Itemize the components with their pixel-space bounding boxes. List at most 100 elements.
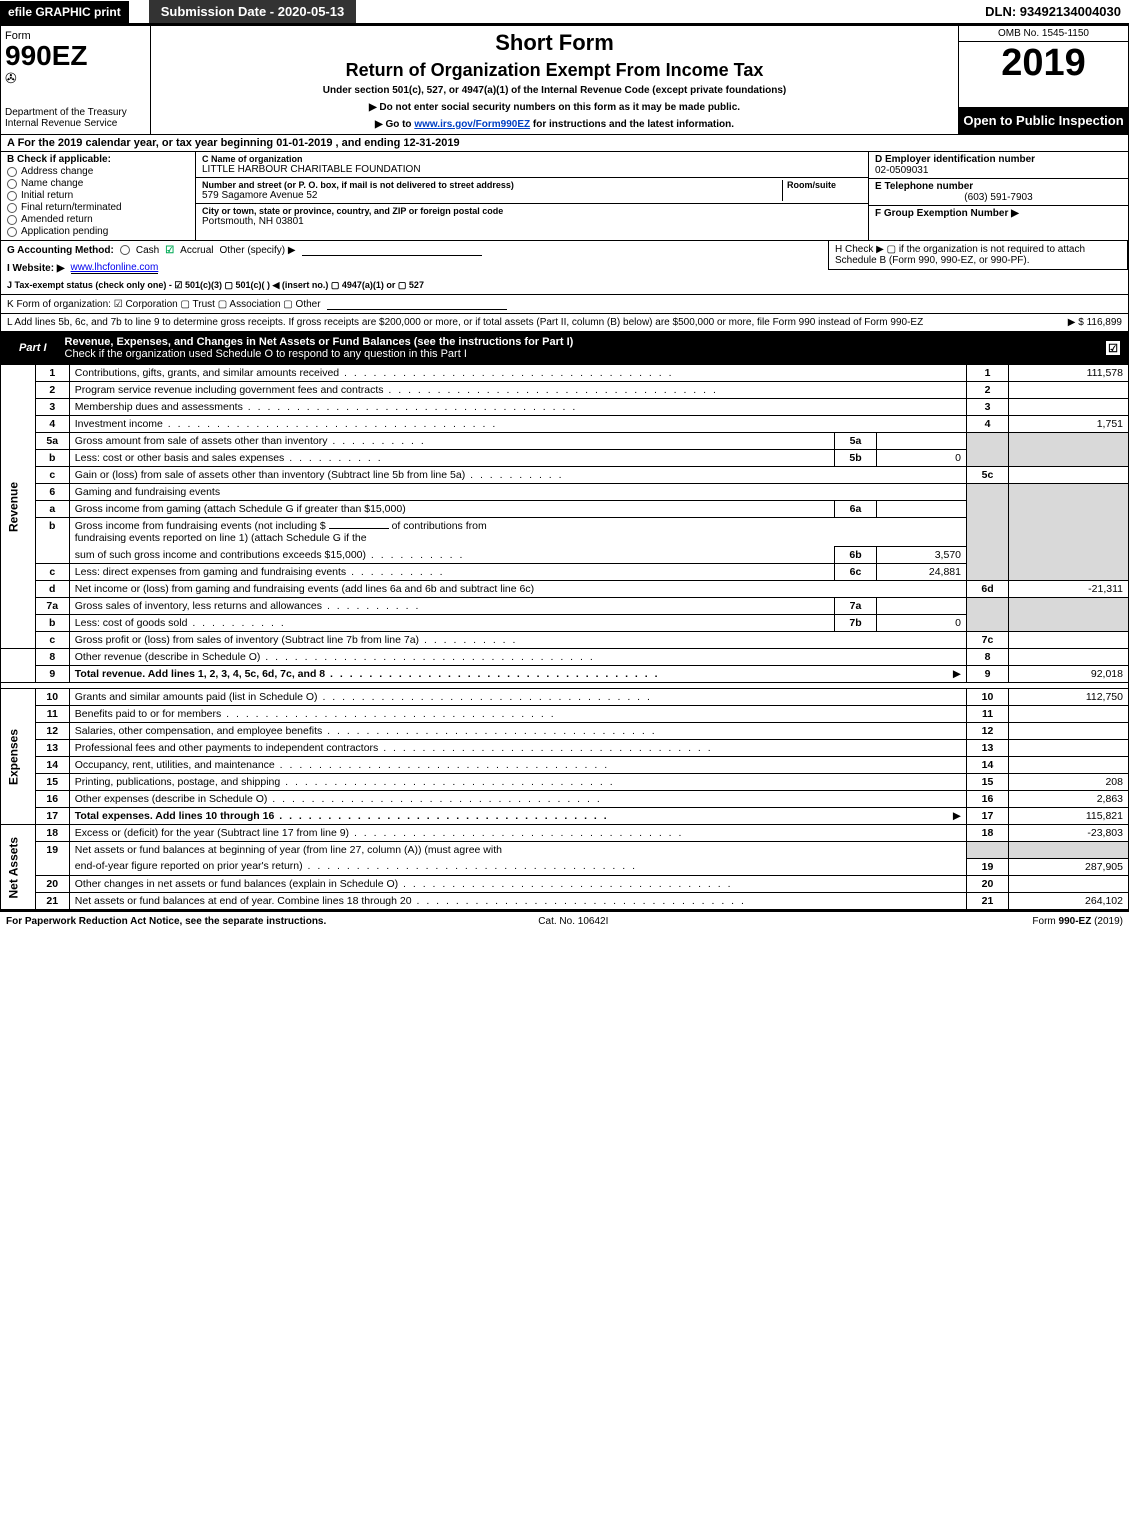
line-text: Net income or (loss) from gaming and fun… bbox=[69, 581, 966, 598]
expenses-side-label: Expenses bbox=[1, 689, 36, 825]
no-ssn-line: ▶ Do not enter social security numbers o… bbox=[159, 102, 950, 113]
line-text: Contributions, gifts, grants, and simila… bbox=[69, 365, 966, 382]
form-number: 990EZ bbox=[5, 42, 146, 70]
checkbox-icon[interactable] bbox=[7, 215, 17, 225]
b-app: Application pending bbox=[21, 226, 108, 237]
header-right: OMB No. 1545-1150 2019 Open to Public In… bbox=[958, 26, 1128, 134]
g-other-blank[interactable] bbox=[302, 244, 482, 256]
k-row: K Form of organization: ☑ Corporation ▢ … bbox=[0, 295, 1129, 314]
city: Portsmouth, NH 03801 bbox=[202, 216, 862, 227]
line-no: 4 bbox=[35, 416, 69, 433]
sub-ref: 7a bbox=[835, 598, 877, 615]
line-no: 5a bbox=[35, 433, 69, 450]
line-no: 8 bbox=[35, 649, 69, 666]
room-lbl: Room/suite bbox=[787, 180, 862, 190]
header-mid: Short Form Return of Organization Exempt… bbox=[151, 26, 958, 134]
line-text: Net assets or fund balances at end of ye… bbox=[69, 892, 966, 909]
line-no: b bbox=[35, 518, 69, 564]
l-text: L Add lines 5b, 6c, and 7b to line 9 to … bbox=[7, 317, 923, 328]
line-amount: 111,578 bbox=[1009, 365, 1129, 382]
checkbox-icon[interactable] bbox=[7, 167, 17, 177]
sub-amount bbox=[877, 501, 967, 518]
line-amount: 112,750 bbox=[1009, 689, 1129, 706]
part1-table: Revenue 1 Contributions, gifts, grants, … bbox=[0, 364, 1129, 910]
sub-amount: 3,570 bbox=[877, 547, 967, 564]
checkbox-icon[interactable] bbox=[7, 227, 17, 237]
line-text: Less: direct expenses from gaming and fu… bbox=[69, 564, 834, 581]
goto-pre: ▶ Go to bbox=[375, 119, 414, 130]
line-ref: 11 bbox=[967, 706, 1009, 723]
header-left: Form 990EZ ✇ Department of the Treasury … bbox=[1, 26, 151, 134]
line-ref: 18 bbox=[967, 825, 1009, 842]
line-text: sum of such gross income and contributio… bbox=[69, 547, 834, 564]
sub-amount: 24,881 bbox=[877, 564, 967, 581]
line-text: Benefits paid to or for members bbox=[69, 706, 966, 723]
b-init: Initial return bbox=[21, 190, 73, 201]
row-a: A For the 2019 calendar year, or tax yea… bbox=[0, 135, 1129, 152]
goto-post: for instructions and the latest informat… bbox=[530, 119, 734, 130]
efile-print-button[interactable]: efile GRAPHIC print bbox=[0, 1, 129, 23]
grey-cell bbox=[967, 598, 1009, 615]
part1-title: Revenue, Expenses, and Changes in Net As… bbox=[65, 336, 1106, 360]
short-form-title: Short Form bbox=[159, 30, 950, 56]
line-text: Gross income from fundraising events (no… bbox=[69, 518, 966, 547]
line-text: Gaming and fundraising events bbox=[69, 484, 966, 501]
part1-label: Part I bbox=[9, 340, 57, 356]
line-text: Net assets or fund balances at beginning… bbox=[69, 842, 966, 859]
grey-cell bbox=[967, 842, 1009, 859]
b-amend: Amended return bbox=[21, 214, 93, 225]
blank-amount[interactable] bbox=[329, 528, 389, 529]
col-b: B Check if applicable: Address change Na… bbox=[1, 152, 196, 240]
line-ref: 9 bbox=[967, 666, 1009, 683]
line-amount: 1,751 bbox=[1009, 416, 1129, 433]
l-amount: ▶ $ 116,899 bbox=[1068, 317, 1122, 328]
checkbox-icon[interactable] bbox=[120, 245, 130, 255]
col-c: C Name of organization LITTLE HARBOUR CH… bbox=[196, 152, 868, 240]
tax-year: 2019 bbox=[959, 42, 1128, 84]
line-amount: 115,821 bbox=[1009, 808, 1129, 825]
l-row: L Add lines 5b, 6c, and 7b to line 9 to … bbox=[0, 314, 1129, 332]
line-no: 11 bbox=[35, 706, 69, 723]
line-text: Gross sales of inventory, less returns a… bbox=[69, 598, 834, 615]
line-no: 15 bbox=[35, 774, 69, 791]
part1-header: Part I Revenue, Expenses, and Changes in… bbox=[0, 332, 1129, 364]
line-ref: 16 bbox=[967, 791, 1009, 808]
g-accrual: Accrual bbox=[180, 245, 213, 256]
netassets-side-label: Net Assets bbox=[1, 825, 36, 910]
d-lbl: D Employer identification number bbox=[875, 154, 1122, 165]
dept-treasury: Department of the Treasury bbox=[5, 107, 146, 118]
footer-right: Form 990-EZ (2019) bbox=[1032, 916, 1123, 927]
line-no: d bbox=[35, 581, 69, 598]
line-text: Less: cost or other basis and sales expe… bbox=[69, 450, 834, 467]
line-no: 2 bbox=[35, 382, 69, 399]
checkbox-icon[interactable] bbox=[7, 179, 17, 189]
sub-amount: 0 bbox=[877, 450, 967, 467]
part1-sub: Check if the organization used Schedule … bbox=[65, 348, 467, 360]
irs-line: Internal Revenue Service bbox=[5, 118, 146, 129]
line-amount: 287,905 bbox=[1009, 858, 1129, 875]
sub-ref: 5b bbox=[835, 450, 877, 467]
k-blank[interactable] bbox=[327, 298, 507, 310]
line-text: Printing, publications, postage, and shi… bbox=[69, 774, 966, 791]
line-no: 14 bbox=[35, 757, 69, 774]
line-amount: 92,018 bbox=[1009, 666, 1129, 683]
grey-cell bbox=[1009, 564, 1129, 581]
sub-ref: 6a bbox=[835, 501, 877, 518]
checkbox-icon[interactable] bbox=[7, 191, 17, 201]
part1-title-text: Revenue, Expenses, and Changes in Net As… bbox=[65, 336, 574, 348]
line-text: Membership dues and assessments bbox=[69, 399, 966, 416]
g-cash: Cash bbox=[136, 245, 159, 256]
line-amount bbox=[1009, 723, 1129, 740]
g-lbl: G Accounting Method: bbox=[7, 245, 114, 256]
sub-ref: 6c bbox=[835, 564, 877, 581]
website-link[interactable]: www.lhcfonline.com bbox=[71, 262, 159, 274]
line-no: 18 bbox=[35, 825, 69, 842]
grey-cell bbox=[967, 518, 1009, 547]
grey-cell bbox=[1009, 615, 1129, 632]
checkbox-icon[interactable] bbox=[7, 203, 17, 213]
sub-ref: 5a bbox=[835, 433, 877, 450]
line-ref: 1 bbox=[967, 365, 1009, 382]
footer-mid: Cat. No. 10642I bbox=[538, 916, 608, 927]
goto-link[interactable]: www.irs.gov/Form990EZ bbox=[414, 119, 530, 130]
grey-cell bbox=[967, 450, 1009, 467]
